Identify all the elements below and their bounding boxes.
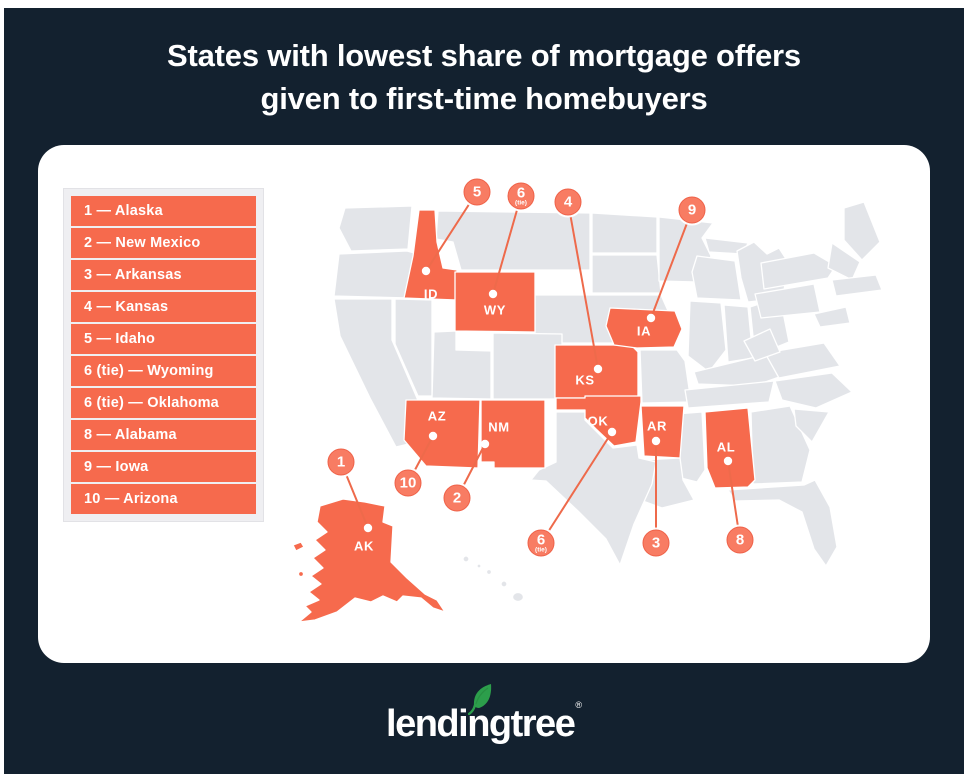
- legend-item-alabama: 8 — Alabama: [71, 420, 256, 450]
- state-shape-ok-highlight: [555, 395, 642, 447]
- map-callout-2-new-mexico: 2: [443, 484, 471, 512]
- highlighted-states-group: [292, 209, 756, 623]
- state-shape-il: [687, 300, 727, 373]
- map-dot-kansas: [593, 364, 603, 374]
- map-dot-alaska: [363, 523, 373, 533]
- leaf-icon: [468, 684, 492, 715]
- map-callout-6-tie-wyoming: 6 (tie): [507, 182, 535, 210]
- map-callout-4-kansas: 4: [554, 188, 582, 216]
- map-dot-arizona: [428, 431, 438, 441]
- legend-item-wyoming: 6 (tie) — Wyoming: [71, 356, 256, 386]
- map-callout-3-arkansas: 3: [642, 529, 670, 557]
- state-shape-id-highlight: [403, 209, 458, 301]
- state-label-id: ID: [423, 286, 439, 302]
- page-title: States with lowest share of mortgage off…: [4, 34, 964, 120]
- state-shape-me: [843, 201, 881, 261]
- state-shape-mo: [639, 349, 692, 404]
- state-shape-al-highlight: [704, 407, 756, 489]
- state-shape-tn: [684, 380, 775, 409]
- map-callout-9-iowa: 9: [678, 196, 706, 224]
- legend-item-idaho: 5 — Idaho: [71, 324, 256, 354]
- rank-legend: 1 — Alaska 2 — New Mexico 3 — Arkansas 4…: [63, 188, 264, 522]
- state-shape-wi: [691, 255, 742, 301]
- state-shape-ia-highlight: [605, 307, 683, 349]
- state-shape-ak-highlight: [298, 498, 446, 623]
- state-shape-in: [723, 304, 754, 363]
- state-label-ak: AK: [354, 538, 374, 554]
- legend-item-new-mexico: 2 — New Mexico: [71, 228, 256, 258]
- state-shape-nm-highlight: [480, 399, 546, 469]
- state-shape-tx: [530, 411, 657, 566]
- state-shape-hi-island: [485, 568, 493, 576]
- state-shape-hi-island: [511, 591, 525, 603]
- state-shape-ma-ct-ri: [831, 274, 883, 297]
- state-shape-va: [764, 342, 841, 379]
- state-shape-nv: [394, 298, 433, 397]
- state-shape-wv: [743, 328, 781, 362]
- map-dot-oklahoma: [607, 427, 617, 437]
- state-label-ks: KS: [575, 372, 595, 388]
- state-label-nm: NM: [488, 419, 510, 435]
- state-label-ok: OK: [587, 413, 609, 429]
- map-dot-alabama: [723, 456, 733, 466]
- state-shape-ut: [431, 330, 492, 400]
- legend-item-oklahoma: 6 (tie) — Oklahoma: [71, 388, 256, 418]
- map-dot-wyoming: [488, 289, 498, 299]
- legend-item-iowa: 9 — Iowa: [71, 452, 256, 482]
- state-shape-md: [813, 306, 851, 328]
- state-label-ar: AR: [647, 418, 667, 434]
- state-shape-ny: [760, 252, 837, 290]
- legend-item-alaska: 1 — Alaska: [71, 196, 256, 226]
- us-map: ID WY KS IA OK AR AL AZ NM AK 5 6 (tie) 4…: [285, 150, 935, 663]
- state-shape-co: [492, 332, 563, 400]
- leader-line-iowa: [650, 209, 693, 319]
- leader-line-kansas: [567, 201, 599, 370]
- state-shape-sd: [591, 254, 662, 294]
- state-label-al: AL: [716, 439, 736, 455]
- state-shape-nc: [774, 372, 853, 409]
- map-callout-6-tie-oklahoma: 6 (tie): [527, 529, 555, 557]
- legend-item-arizona: 10 — Arizona: [71, 484, 256, 514]
- lendingtree-logo: lendingtree®: [4, 684, 964, 746]
- map-callout-8-alabama: 8: [726, 526, 754, 554]
- brand-wordmark: lendingtree: [386, 703, 576, 745]
- state-shape-wy-highlight: [454, 271, 536, 333]
- leader-line-oklahoma: [540, 431, 613, 544]
- state-shape-wa: [338, 205, 413, 252]
- leader-line-wyoming: [492, 195, 522, 295]
- state-shape-ak-island: [297, 570, 305, 578]
- registered-trademark: ®: [575, 700, 582, 710]
- infographic-page: States with lowest share of mortgage off…: [4, 8, 964, 774]
- map-callout-1-alaska: 1: [327, 448, 355, 476]
- state-shape-nd: [591, 212, 658, 254]
- title-line-2: given to first-time homebuyers: [260, 81, 708, 116]
- map-callout-5-idaho: 5: [463, 178, 491, 206]
- title-line-1: States with lowest share of mortgage off…: [167, 38, 801, 73]
- map-dot-iowa: [646, 313, 656, 323]
- map-callout-10-arizona: 10: [394, 469, 422, 497]
- us-map-svg: [292, 191, 883, 623]
- state-label-wy: WY: [483, 302, 507, 318]
- map-dot-new-mexico: [480, 439, 490, 449]
- state-shape-pa: [754, 283, 821, 319]
- state-shape-hi-island: [462, 555, 470, 563]
- state-shape-fl: [727, 479, 838, 567]
- state-shape-az-highlight: [403, 399, 481, 469]
- state-shape-ar-highlight: [640, 405, 685, 459]
- leader-line-idaho: [425, 191, 478, 272]
- content-card: 1 — Alaska 2 — New Mexico 3 — Arkansas 4…: [38, 145, 930, 663]
- leader-lines-group: [340, 191, 741, 544]
- state-shape-hi-island: [500, 580, 508, 588]
- state-shape-sc: [793, 408, 830, 443]
- state-shape-ak-island: [292, 541, 305, 552]
- map-dots-group: [363, 266, 733, 533]
- legend-item-arkansas: 3 — Arkansas: [71, 260, 256, 290]
- state-label-ia: IA: [636, 323, 652, 339]
- legend-item-kansas: 4 — Kansas: [71, 292, 256, 322]
- map-dot-idaho: [421, 266, 431, 276]
- map-dot-arkansas: [651, 436, 661, 446]
- state-shape-hi-island: [476, 563, 482, 569]
- state-label-az: AZ: [427, 408, 447, 424]
